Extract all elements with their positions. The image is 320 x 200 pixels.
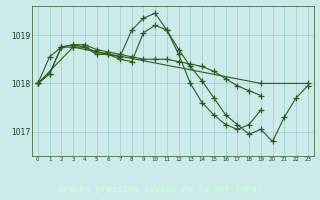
Text: Graphe pression niveau de la mer (hPa): Graphe pression niveau de la mer (hPa) bbox=[58, 185, 262, 194]
